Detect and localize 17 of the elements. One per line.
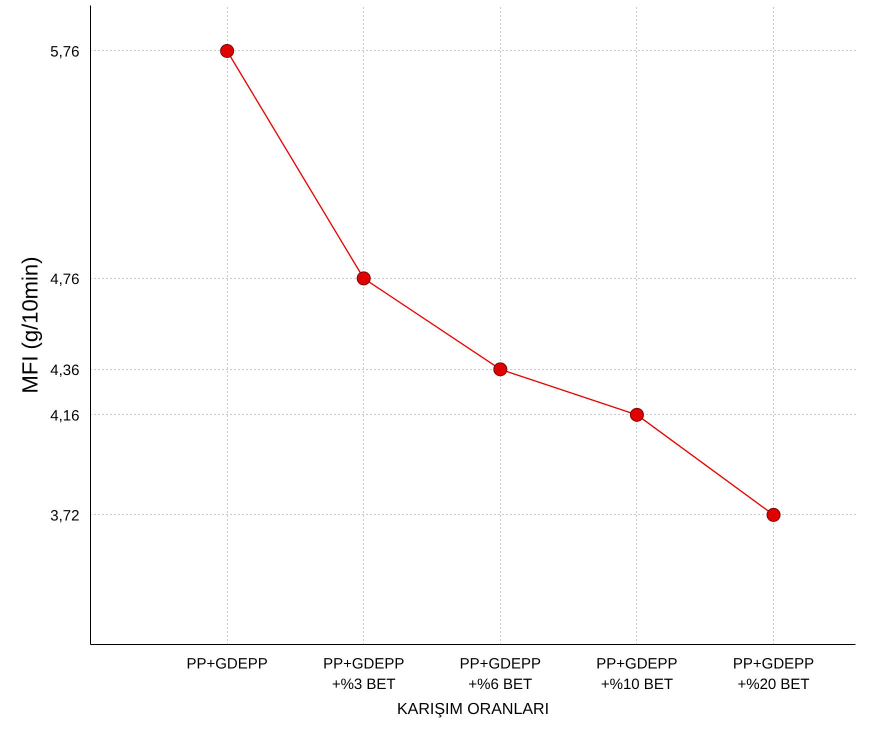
point [220,44,234,58]
y-tick-label: 4,76 [50,270,80,288]
x-tick-label: PP+GDEPP +%20 BET [732,656,814,693]
y-tick-label: 3,72 [50,507,80,524]
point [630,408,644,422]
x-tick-label: PP+GDEPP [186,656,268,672]
y-axis-title: MFI (g/10min) [17,256,42,394]
point [493,362,508,376]
y-tick-label: 4,36 [50,362,80,379]
y-tick-label: 4,16 [50,407,80,424]
x-tick-label: PP+GDEPP +%10 BET [596,656,678,693]
point [766,508,781,522]
x-tick-label: PP+GDEPP +%6 BET [460,656,541,693]
y-tick-label: 5,76 [50,43,80,60]
point [356,271,371,286]
x-axis-title: KARIŞIM ORANLARI [396,700,550,718]
x-tick-label: PP+GDEPP +%3 BET [323,656,404,693]
